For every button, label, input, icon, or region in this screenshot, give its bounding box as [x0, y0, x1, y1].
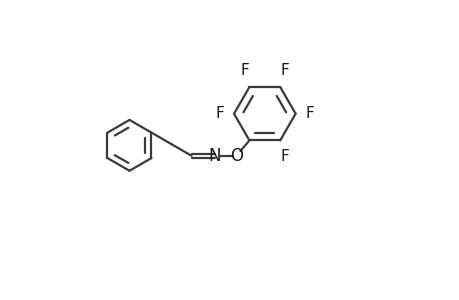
Text: F: F	[280, 149, 289, 164]
Text: O: O	[230, 147, 242, 165]
Text: F: F	[305, 106, 313, 121]
Text: F: F	[215, 106, 224, 121]
Text: F: F	[280, 63, 289, 78]
Text: N: N	[208, 147, 220, 165]
Text: F: F	[240, 63, 248, 78]
